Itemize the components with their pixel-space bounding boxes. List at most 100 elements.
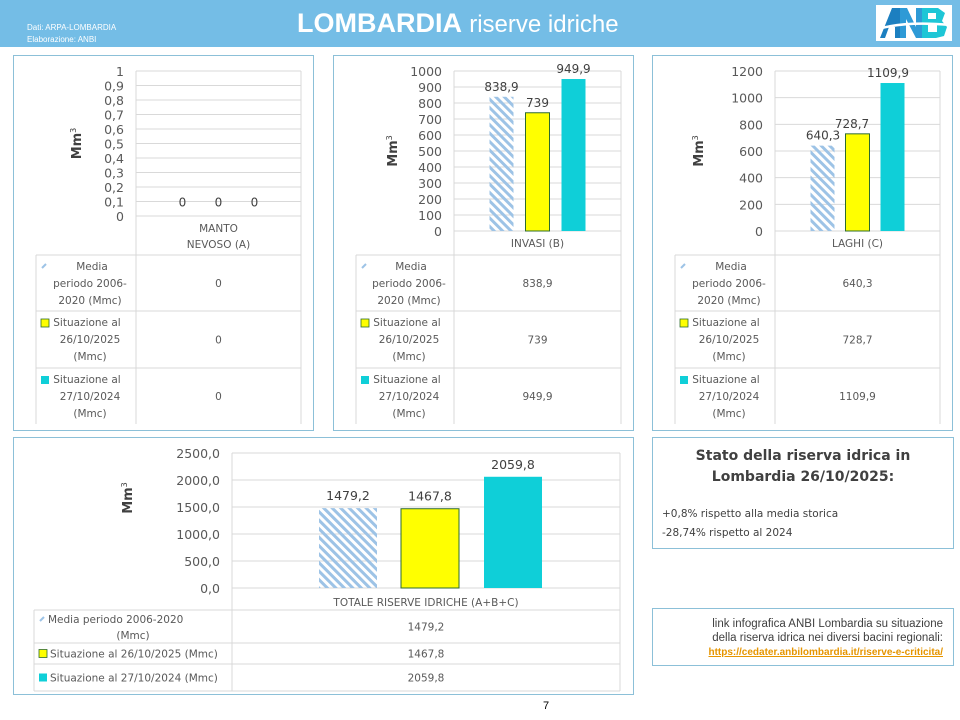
y-tick-label: 1500,0 xyxy=(176,500,220,515)
legend-swatch-icon xyxy=(361,376,369,384)
y-tick-label: 200 xyxy=(418,192,442,207)
stato-vs-2024: -28,74% rispetto al 2024 xyxy=(662,527,793,539)
y-tick-label: 0,7 xyxy=(104,108,124,123)
y-tick-label: 500 xyxy=(418,144,442,159)
y-tick-label: 0 xyxy=(434,224,442,239)
data-label-media: 1479,2 xyxy=(326,488,370,503)
legend-label: (Mmc) xyxy=(73,408,106,420)
bar-media xyxy=(319,508,377,588)
legend-label: Situazione al xyxy=(692,317,759,329)
table-value: 0 xyxy=(215,335,222,347)
page-title: LOMBARDIA riserve idriche xyxy=(297,8,619,39)
panel-laghi: 0 200 400 600 800 1000 1200 Mm3 LAGHI (C) 640,3 72… xyxy=(652,55,953,431)
y-axis-label: Mm3 xyxy=(691,135,707,167)
legend-label: 27/10/2024 xyxy=(60,391,121,403)
legend-label: (Mmc) xyxy=(116,630,149,642)
bar-sit2024 xyxy=(561,79,586,232)
y-tick-label: 0,6 xyxy=(104,122,124,137)
table-value: 949,9 xyxy=(522,391,552,403)
legend-hatch-icon xyxy=(361,263,367,269)
legend-swatch-icon xyxy=(41,376,49,384)
legend-label: 26/10/2025 xyxy=(379,334,440,346)
table-value: 640,3 xyxy=(842,278,872,290)
y-tick-label: 300 xyxy=(418,176,442,191)
data-label-media: 0 xyxy=(179,196,187,210)
legend-swatch-icon xyxy=(360,318,370,328)
y-tick-label: 1000,0 xyxy=(176,527,220,542)
legend-swatch-icon xyxy=(39,673,47,682)
link-description: link infografica ANBI Lombardia su situa… xyxy=(712,618,943,630)
y-tick-label: 2500,0 xyxy=(176,446,220,461)
legend-label: (Mmc) xyxy=(73,351,106,363)
category-label: TOTALE RISERVE IDRICHE (A+B+C) xyxy=(332,597,518,609)
y-tick-label: 0,2 xyxy=(104,180,124,195)
stato-title-line: Stato della riserva idrica in xyxy=(695,448,911,464)
legend-label: periodo 2006- xyxy=(53,278,127,290)
bar-sit2025 xyxy=(845,133,870,232)
bar-sit2024 xyxy=(880,83,905,231)
category-label: NEVOSO (A) xyxy=(187,239,250,251)
header-bar: Dati: ARPA-LOMBARDIA Elaborazione: ANBI … xyxy=(0,0,960,47)
source-line: Dati: ARPA-LOMBARDIA xyxy=(27,23,117,32)
y-tick-label: 1 xyxy=(116,64,124,79)
table-value: 739 xyxy=(527,335,547,347)
table-value: 838,9 xyxy=(522,278,552,290)
legend-label: periodo 2006- xyxy=(692,278,766,290)
legend-label: Situazione al 27/10/2024 (Mmc) xyxy=(50,673,218,685)
y-tick-label: 0,5 xyxy=(104,137,124,152)
y-tick-label: 0,1 xyxy=(104,195,124,210)
data-label-sit2025: 728,7 xyxy=(835,117,869,131)
y-axis-label: Mm3 xyxy=(120,482,136,514)
legend-label: (Mmc) xyxy=(712,408,745,420)
legend-swatch-icon xyxy=(38,649,48,658)
y-axis-label: Mm3 xyxy=(69,128,85,160)
data-label-sit2025: 0 xyxy=(215,196,223,210)
table-value: 728,7 xyxy=(842,335,872,347)
legend-label: (Mmc) xyxy=(392,408,425,420)
data-label-media: 640,3 xyxy=(806,129,840,143)
panel-manto-nevoso: 0 0,1 0,2 0,3 0,4 0,5 0,6 0,7 0,8 0,9 1 Mm3 MANTO NEV… xyxy=(13,55,314,431)
legend-label: Situazione al xyxy=(53,374,120,386)
elaboration-line: Elaborazione: ANBI xyxy=(27,35,97,44)
y-tick-label: 400 xyxy=(739,171,763,186)
data-source: Dati: ARPA-LOMBARDIA Elaborazione: ANBI xyxy=(27,22,116,46)
legend-label: 26/10/2025 xyxy=(699,334,760,346)
table-value: 0 xyxy=(215,391,222,403)
y-tick-label: 0,9 xyxy=(104,79,124,94)
y-tick-label: 0,4 xyxy=(104,151,124,166)
table-value: 2059,8 xyxy=(408,673,445,685)
link-description: della riserva idrica nei diversi bacini … xyxy=(712,632,943,644)
legend-label: Media periodo 2006-2020 xyxy=(48,614,183,626)
legend-label: 2020 (Mmc) xyxy=(58,295,121,307)
y-tick-label: 200 xyxy=(739,197,763,212)
y-tick-label: 1000 xyxy=(731,91,763,106)
legend-label: Situazione al xyxy=(692,374,759,386)
y-tick-label: 1200 xyxy=(731,64,763,79)
y-tick-label: 0,8 xyxy=(104,93,124,108)
legend-label: (Mmc) xyxy=(712,351,745,363)
bar-sit2024 xyxy=(484,476,542,588)
data-label-sit2024: 0 xyxy=(251,196,259,210)
legend-label: Situazione al xyxy=(373,317,440,329)
link-box: link infografica ANBI Lombardia su situa… xyxy=(652,608,954,666)
legend-swatch-icon xyxy=(679,318,689,328)
table-value: 0 xyxy=(215,278,222,290)
data-label-media: 838,9 xyxy=(484,80,518,94)
legend-label: (Mmc) xyxy=(392,351,425,363)
bar-media xyxy=(810,145,835,231)
stato-vs-media: +0,8% rispetto alla media storica xyxy=(662,508,839,520)
y-tick-label: 600 xyxy=(739,144,763,159)
data-label-sit2024: 1109,9 xyxy=(867,66,909,80)
title-region: LOMBARDIA xyxy=(297,8,462,38)
category-label: LAGHI (C) xyxy=(832,238,883,250)
y-tick-label: 0 xyxy=(116,209,124,224)
legend-label: Situazione al xyxy=(53,317,120,329)
title-subject: riserve idriche xyxy=(469,11,619,38)
bar-sit2025 xyxy=(400,508,460,589)
legend-hatch-icon xyxy=(41,263,47,269)
legend-label: 2020 (Mmc) xyxy=(377,295,440,307)
infografica-link[interactable]: https://cedater.anbilombardia.it/riserve… xyxy=(708,647,943,658)
stato-title-line: Lombardia 26/10/2025: xyxy=(711,469,895,485)
